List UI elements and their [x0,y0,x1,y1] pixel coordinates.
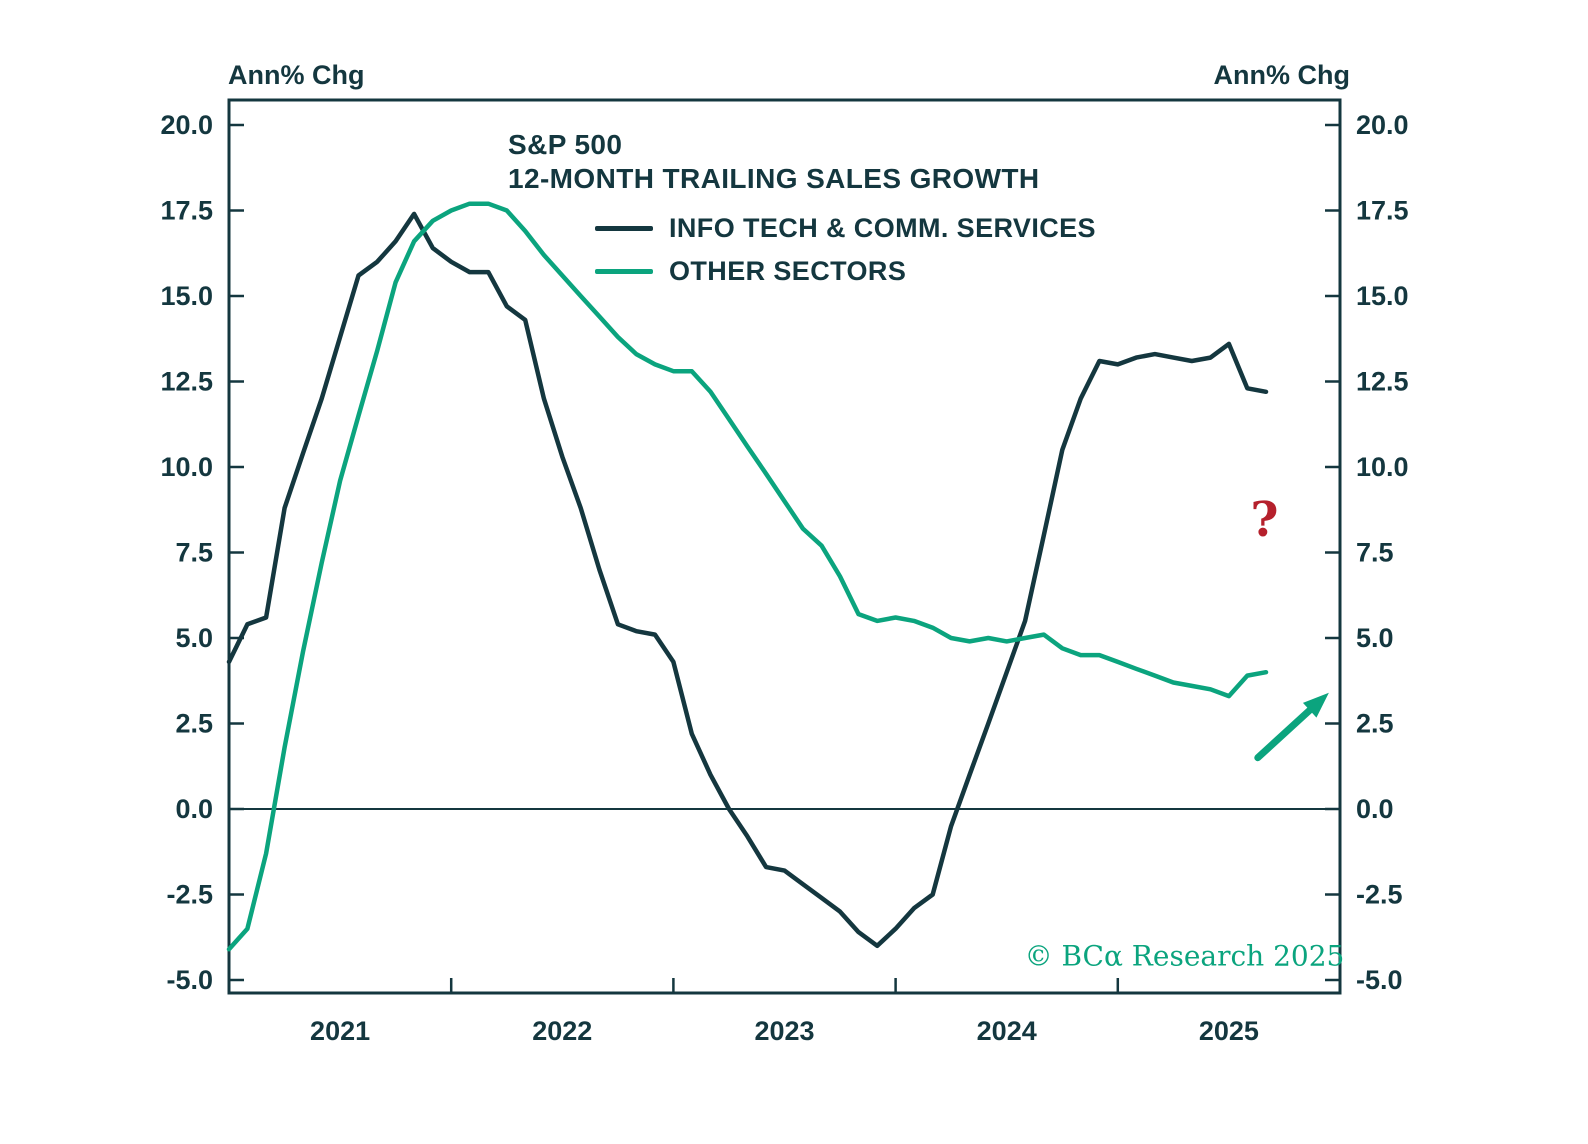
y-tick-label-right: 17.5 [1356,196,1409,226]
legend: INFO TECH & COMM. SERVICES OTHER SECTORS [595,212,1096,288]
y-tick-label-right: -2.5 [1356,880,1403,910]
y-tick-label-right: 12.5 [1356,367,1409,397]
legend-line-sample-info-tech [595,226,653,231]
y-tick-label-left: 15.0 [160,281,213,311]
y-tick-label-right: 2.5 [1356,709,1394,739]
legend-item-info-tech: INFO TECH & COMM. SERVICES [595,212,1096,245]
legend-label-other-sectors: OTHER SECTORS [669,256,907,286]
y-tick-label-left: 20.0 [160,110,213,140]
y-axis-unit-left: Ann% Chg [228,60,365,90]
y-tick-label-right: 15.0 [1356,281,1409,311]
chart-title-line1: S&P 500 [508,129,623,160]
x-tick-label: 2024 [977,1016,1037,1046]
x-tick-label: 2025 [1199,1016,1259,1046]
chart-title: S&P 500 12-MONTH TRAILING SALES GROWTH [508,128,1040,196]
chart-title-line2: 12-MONTH TRAILING SALES GROWTH [508,163,1040,194]
y-tick-label-left: 12.5 [160,367,213,397]
legend-line-sample-other-sectors [595,269,653,274]
y-tick-label-right: 10.0 [1356,452,1409,482]
y-tick-label-left: 2.5 [175,709,213,739]
copyright-note: © BCα Research 2025 [1024,939,1345,973]
x-tick-label: 2022 [532,1016,592,1046]
series-line-1 [226,201,1269,952]
y-tick-label-right: 20.0 [1356,110,1409,140]
trend-arrow-shaft [1254,702,1318,762]
y-tick-label-right: -5.0 [1356,965,1403,995]
y-tick-label-right: 5.0 [1356,623,1394,653]
y-tick-label-left: -2.5 [166,880,213,910]
y-tick-label-left: -5.0 [166,965,213,995]
trend-arrow-head [1302,692,1329,718]
x-tick-label: 2023 [754,1016,814,1046]
y-tick-label-right: 0.0 [1356,794,1394,824]
legend-label-info-tech: INFO TECH & COMM. SERVICES [669,213,1096,243]
x-tick-label: 2021 [310,1016,370,1046]
plot-border [227,98,1342,995]
series-line-0 [226,211,1269,949]
y-axis-unit-right: Ann% Chg [1213,60,1350,90]
question-mark-annotation: ? [1250,492,1279,548]
y-tick-label-left: 7.5 [175,538,213,568]
legend-item-other-sectors: OTHER SECTORS [595,255,1096,288]
y-tick-label-left: 0.0 [175,794,213,824]
y-tick-label-left: 17.5 [160,196,213,226]
y-tick-label-right: 7.5 [1356,538,1394,568]
y-tick-label-left: 5.0 [175,623,213,653]
y-tick-label-left: 10.0 [160,452,213,482]
